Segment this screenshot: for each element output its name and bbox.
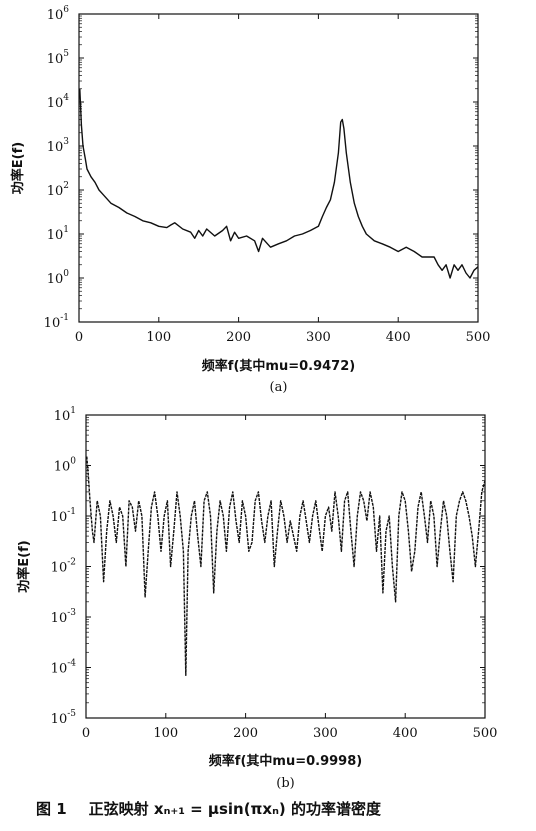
y-tick-label: 105 [47, 49, 70, 67]
chart-panel-b: 0 100 200 300 400 500 10-5 10-4 10-3 10-2 10-1 100 1… [16, 406, 497, 791]
y-tick-label: 10-3 [51, 608, 77, 626]
panel-label: (a) [270, 380, 288, 395]
y-tick-label: 101 [54, 406, 76, 424]
x-tick-label: 100 [146, 330, 171, 345]
y-tick-label: 104 [47, 93, 70, 111]
chart-panel-a: 0 100 200 300 400 500 10-1 100 101 102 103 104 105 10… [10, 5, 490, 395]
y-tick-label: 10-1 [44, 313, 69, 331]
x-tick-label: 400 [386, 330, 411, 345]
x-tick-label: 200 [233, 726, 258, 741]
y-axis-label: 功率E(f) [10, 142, 26, 194]
x-tick-label: 400 [393, 726, 418, 741]
y-tick-label: 10-1 [51, 507, 76, 525]
figure-caption-text: 正弦映射 xₙ₊₁ = μsin(πxₙ) 的功率谱密度 [88, 800, 381, 818]
x-tick-label: 500 [473, 726, 498, 741]
x-tick-label: 200 [226, 330, 251, 345]
y-tick-label: 100 [54, 457, 77, 475]
figure-caption: 图 1 正弦映射 xₙ₊₁ = μsin(πxₙ) 的功率谱密度 [36, 798, 381, 819]
x-tick-label: 300 [306, 330, 331, 345]
y-tick-label: 10-2 [51, 558, 76, 576]
y-axis-label: 功率E(f) [16, 540, 32, 592]
series-line [79, 88, 479, 279]
x-tick-label: 300 [313, 726, 338, 741]
y-tick-label: 102 [47, 181, 69, 199]
figure-number: 图 1 [36, 800, 67, 818]
x-axis-label: 频率f(其中mu=0.9998) [209, 753, 362, 769]
plot-frame [78, 13, 479, 323]
x-tick-label: 500 [466, 330, 491, 345]
panel-label: (b) [276, 776, 294, 791]
plot-frame [85, 414, 486, 719]
x-tick-label: 100 [153, 726, 178, 741]
x-tick-label: 0 [82, 726, 90, 741]
y-tick-label: 10-4 [51, 659, 77, 677]
y-tick-label: 100 [47, 269, 70, 287]
y-tick-label: 106 [47, 5, 70, 23]
x-tick-label: 0 [75, 330, 83, 345]
series-line [86, 456, 486, 676]
x-axis-label: 频率f(其中mu=0.9472) [202, 358, 355, 374]
y-tick-label: 10-5 [51, 709, 77, 727]
y-tick-label: 103 [47, 137, 70, 155]
y-tick-label: 101 [47, 225, 69, 243]
